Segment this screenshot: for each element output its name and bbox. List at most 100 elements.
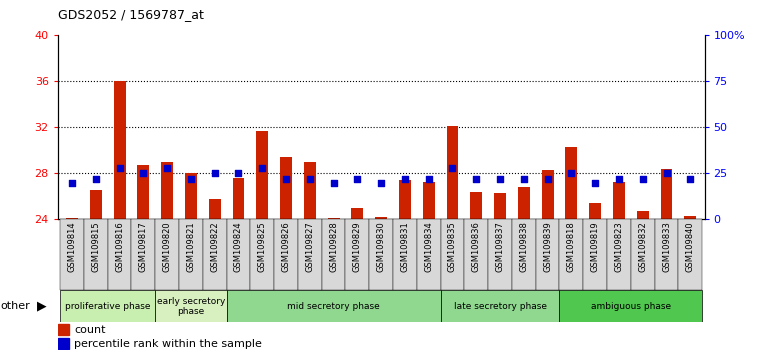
- Point: [447, 165, 459, 171]
- Bar: [114, 81, 126, 219]
- Bar: [417, 219, 440, 290]
- Point: [541, 176, 554, 182]
- Bar: [351, 208, 363, 219]
- Bar: [370, 219, 393, 290]
- Text: GDS2052 / 1569787_at: GDS2052 / 1569787_at: [58, 8, 203, 21]
- Bar: [678, 219, 702, 290]
- Text: GSM109818: GSM109818: [567, 222, 576, 272]
- Text: GSM109836: GSM109836: [472, 222, 480, 273]
- Bar: [518, 187, 530, 219]
- Bar: [226, 219, 250, 290]
- Text: percentile rank within the sample: percentile rank within the sample: [74, 339, 262, 349]
- Bar: [226, 290, 440, 322]
- Point: [280, 176, 292, 182]
- Point: [423, 176, 435, 182]
- Bar: [613, 182, 625, 219]
- Point: [565, 171, 578, 176]
- Point: [303, 176, 316, 182]
- Text: early secretory
phase: early secretory phase: [157, 297, 225, 316]
- Text: GSM109824: GSM109824: [234, 222, 243, 272]
- Bar: [565, 147, 578, 219]
- Text: GSM109822: GSM109822: [210, 222, 219, 272]
- Bar: [156, 290, 226, 322]
- Text: count: count: [74, 325, 105, 335]
- Bar: [156, 219, 179, 290]
- Bar: [84, 219, 108, 290]
- Bar: [584, 219, 607, 290]
- Text: GSM109816: GSM109816: [115, 222, 124, 272]
- Text: GSM109833: GSM109833: [662, 222, 671, 273]
- Text: GSM109832: GSM109832: [638, 222, 648, 272]
- Text: GSM109814: GSM109814: [68, 222, 76, 272]
- Text: GSM109821: GSM109821: [186, 222, 196, 272]
- Point: [684, 176, 696, 182]
- Text: GSM109819: GSM109819: [591, 222, 600, 272]
- Text: GSM109823: GSM109823: [614, 222, 624, 272]
- Point: [209, 171, 221, 176]
- Bar: [203, 219, 226, 290]
- Bar: [280, 157, 292, 219]
- Point: [233, 171, 245, 176]
- Text: GSM109838: GSM109838: [519, 222, 528, 273]
- Bar: [447, 126, 458, 219]
- Bar: [322, 219, 346, 290]
- Point: [327, 180, 340, 185]
- Bar: [346, 219, 370, 290]
- Text: GSM109825: GSM109825: [258, 222, 266, 272]
- Bar: [179, 219, 203, 290]
- Bar: [209, 199, 221, 219]
- Text: GSM109837: GSM109837: [496, 222, 504, 273]
- Text: GSM109839: GSM109839: [543, 222, 552, 272]
- Text: GSM109815: GSM109815: [92, 222, 100, 272]
- Bar: [654, 219, 678, 290]
- Text: GSM109829: GSM109829: [353, 222, 362, 272]
- Text: GSM109840: GSM109840: [686, 222, 695, 272]
- Point: [613, 176, 625, 182]
- Bar: [464, 219, 488, 290]
- Bar: [137, 165, 149, 219]
- Bar: [541, 170, 554, 219]
- Point: [113, 165, 126, 171]
- Text: GSM109835: GSM109835: [448, 222, 457, 272]
- Text: late secretory phase: late secretory phase: [454, 302, 547, 311]
- Bar: [607, 219, 631, 290]
- Text: ambiguous phase: ambiguous phase: [591, 302, 671, 311]
- Bar: [304, 162, 316, 219]
- Text: GSM109827: GSM109827: [306, 222, 314, 272]
- Text: GSM109826: GSM109826: [282, 222, 290, 272]
- Bar: [250, 219, 274, 290]
- Bar: [589, 203, 601, 219]
- Bar: [132, 219, 156, 290]
- Point: [256, 165, 269, 171]
- Bar: [560, 290, 702, 322]
- Text: GSM109831: GSM109831: [400, 222, 410, 272]
- Text: GSM109834: GSM109834: [424, 222, 434, 272]
- Bar: [631, 219, 654, 290]
- Bar: [399, 181, 411, 219]
- Bar: [58, 338, 69, 349]
- Bar: [494, 193, 506, 219]
- Bar: [637, 211, 648, 219]
- Bar: [66, 218, 78, 219]
- Text: GSM109817: GSM109817: [139, 222, 148, 272]
- Point: [185, 176, 197, 182]
- Bar: [488, 219, 512, 290]
- Bar: [60, 219, 84, 290]
- Point: [661, 171, 673, 176]
- Bar: [440, 290, 560, 322]
- Point: [494, 176, 506, 182]
- Bar: [256, 131, 268, 219]
- Bar: [470, 192, 482, 219]
- Point: [637, 176, 649, 182]
- Text: GSM109828: GSM109828: [329, 222, 338, 272]
- Text: mid secretory phase: mid secretory phase: [287, 302, 380, 311]
- Point: [470, 176, 483, 182]
- Point: [375, 180, 387, 185]
- Bar: [233, 178, 244, 219]
- Bar: [185, 173, 197, 219]
- Point: [137, 171, 149, 176]
- Point: [89, 176, 102, 182]
- Bar: [298, 219, 322, 290]
- Bar: [560, 219, 584, 290]
- Bar: [423, 182, 434, 219]
